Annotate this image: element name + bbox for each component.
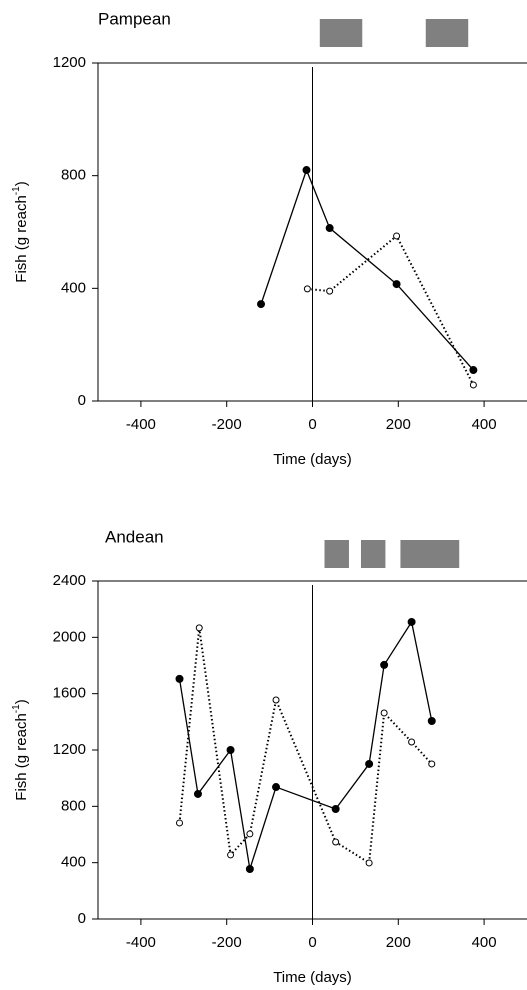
y-label-sup: -1 — [11, 186, 22, 195]
data-point — [246, 830, 254, 838]
x-tick-label: -400 — [126, 934, 156, 951]
period-box — [360, 540, 386, 568]
y-tick-label: 1600 — [53, 685, 86, 702]
data-point — [331, 805, 340, 814]
data-point — [245, 865, 254, 874]
x-axis-label: Time (days) — [273, 451, 352, 468]
y-tick-label: 2000 — [53, 628, 86, 645]
x-axis-label: Time (days) — [273, 969, 352, 986]
series-line — [307, 234, 475, 386]
x-tick-label: 200 — [386, 416, 411, 433]
data-point — [176, 819, 184, 827]
x-tick-label: 0 — [308, 934, 316, 951]
data-point — [332, 838, 340, 846]
data-point — [175, 674, 184, 683]
x-tick-label: -400 — [126, 416, 156, 433]
data-point — [380, 660, 389, 669]
y-tick-label: 0 — [78, 910, 86, 927]
data-point — [227, 851, 235, 859]
y-label-suffix: ) — [13, 699, 30, 704]
data-point — [428, 760, 436, 768]
data-point — [272, 696, 280, 704]
data-point — [380, 709, 388, 717]
data-point — [407, 617, 416, 626]
y-label-text: Fish (g reach — [13, 713, 30, 801]
x-tick-label: 200 — [386, 934, 411, 951]
chart-title: Pampean — [98, 9, 171, 28]
period-box — [324, 540, 349, 568]
y-tick-label: 0 — [78, 392, 86, 409]
series-line — [260, 168, 474, 371]
x-tick-label: -200 — [212, 416, 242, 433]
series-line — [178, 627, 433, 865]
data-point — [193, 789, 202, 798]
data-point — [303, 285, 311, 293]
data-point — [302, 166, 311, 175]
data-point — [393, 232, 401, 240]
period-box — [319, 19, 363, 47]
period-box — [425, 19, 469, 47]
y-tick-label: 800 — [61, 167, 86, 184]
data-point — [469, 381, 477, 389]
x-tick-label: -200 — [212, 934, 242, 951]
data-point — [195, 624, 203, 632]
y-tick-label: 400 — [61, 279, 86, 296]
y-tick-label: 1200 — [53, 741, 86, 758]
x-tick-label: 0 — [308, 416, 316, 433]
y-axis-label: Fish (g reach-1) — [11, 699, 30, 800]
x-tick-label: 400 — [472, 934, 497, 951]
y-label-suffix: ) — [13, 181, 30, 186]
chart-title: Andean — [105, 527, 164, 546]
data-point — [408, 738, 416, 746]
data-point — [392, 280, 401, 289]
y-label-text: Fish (g reach — [13, 195, 30, 283]
data-point — [272, 783, 281, 792]
data-point — [469, 366, 478, 375]
data-point — [226, 746, 235, 754]
x-tick-label: 400 — [472, 416, 497, 433]
data-point — [365, 759, 374, 768]
data-point — [326, 287, 334, 295]
data-point — [257, 300, 266, 309]
series-line — [178, 620, 433, 870]
data-point — [427, 716, 436, 725]
data-point — [325, 224, 334, 233]
y-tick-label: 2400 — [53, 572, 86, 589]
y-label-sup: -1 — [11, 704, 22, 713]
y-tick-label: 800 — [61, 797, 86, 814]
y-axis-label: Fish (g reach-1) — [11, 181, 30, 282]
y-tick-label: 400 — [61, 854, 86, 871]
data-point — [365, 859, 373, 867]
period-box — [400, 540, 460, 568]
y-tick-label: 1200 — [53, 54, 86, 71]
